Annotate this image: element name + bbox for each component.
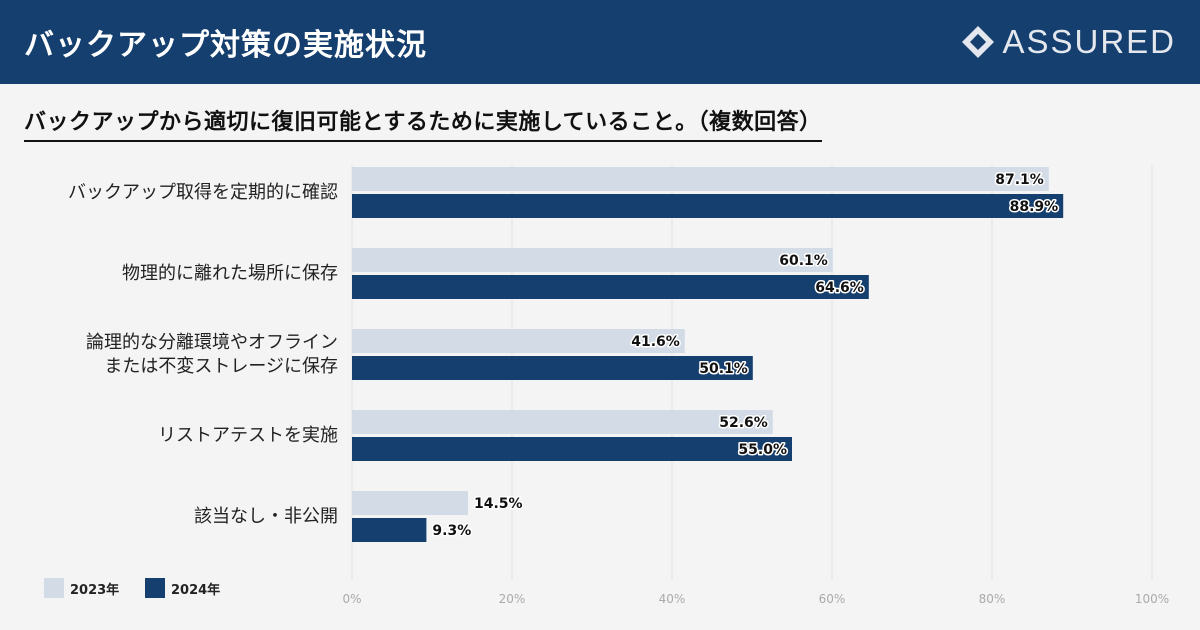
bar-0-0 <box>352 167 1049 191</box>
data-label-1-4: 9.3% <box>432 523 471 539</box>
legend-swatch-2024 <box>145 578 165 598</box>
category-label-4: 該当なし・非公開 <box>194 505 338 529</box>
header-bar: バックアップ対策の実施状況 ASSURED <box>0 0 1200 84</box>
bar-1-4 <box>352 518 427 542</box>
category-label-0: バックアップ取得を定期的に確認 <box>68 181 338 205</box>
bar-0-3 <box>352 410 773 434</box>
bar-1-2 <box>352 356 753 380</box>
data-label-1-3: 55.0% <box>738 442 787 458</box>
x-tick-label-0: 0% <box>342 592 361 606</box>
category-label-3: リストアテストを実施 <box>158 424 338 448</box>
legend-label-2024: 2024年 <box>171 582 221 598</box>
bar-0-2 <box>352 329 685 353</box>
brand-name: ASSURED <box>1002 23 1176 60</box>
category-label-line: リストアテストを実施 <box>158 424 338 446</box>
legend-swatch-2023 <box>44 578 64 598</box>
category-label-line: バックアップ取得を定期的に確認 <box>68 181 338 203</box>
category-label-line: または不変ストレージに保存 <box>104 355 338 377</box>
data-label-1-2: 50.1% <box>699 361 748 377</box>
x-tick-label-100: 100% <box>1135 592 1169 606</box>
bar-0-1 <box>352 248 833 272</box>
category-label-line: 論理的な分離環境やオフライン <box>86 331 338 353</box>
data-label-0-2: 41.6% <box>631 334 680 350</box>
bar-1-1 <box>352 275 869 299</box>
chart-subtitle: バックアップから適切に復旧可能とするために実施していること。（複数回答） <box>24 104 822 142</box>
data-label-1-1: 64.6% <box>815 280 864 296</box>
x-tick-label-20: 20% <box>499 592 526 606</box>
brand-diamond-icon <box>962 26 995 58</box>
category-label-2: 論理的な分離環境やオフライン または不変ストレージに保存 <box>86 331 338 379</box>
page-title: バックアップ対策の実施状況 <box>24 28 427 63</box>
x-tick-label-60: 60% <box>819 592 846 606</box>
bar-1-3 <box>352 437 792 461</box>
category-label-line: 該当なし・非公開 <box>194 505 338 527</box>
data-label-0-1: 60.1% <box>779 253 828 269</box>
category-label-line: 物理的に離れた場所に保存 <box>122 262 338 284</box>
data-label-1-0: 88.9% <box>1010 199 1059 215</box>
brand-logo: ASSURED <box>960 22 1176 62</box>
data-label-0-3: 52.6% <box>719 415 768 431</box>
legend-label-2023: 2023年 <box>70 582 120 598</box>
category-label-1: 物理的に離れた場所に保存 <box>122 262 338 286</box>
legend-item-2023: 2023年 <box>44 578 119 598</box>
x-tick-label-40: 40% <box>659 592 686 606</box>
data-label-0-4: 14.5% <box>474 496 523 512</box>
data-label-0-0: 87.1% <box>995 172 1044 188</box>
bar-1-0 <box>352 194 1064 218</box>
x-tick-label-80: 80% <box>979 592 1006 606</box>
bar-0-4 <box>352 491 468 515</box>
legend-item-2024: 2024年 <box>145 578 220 598</box>
